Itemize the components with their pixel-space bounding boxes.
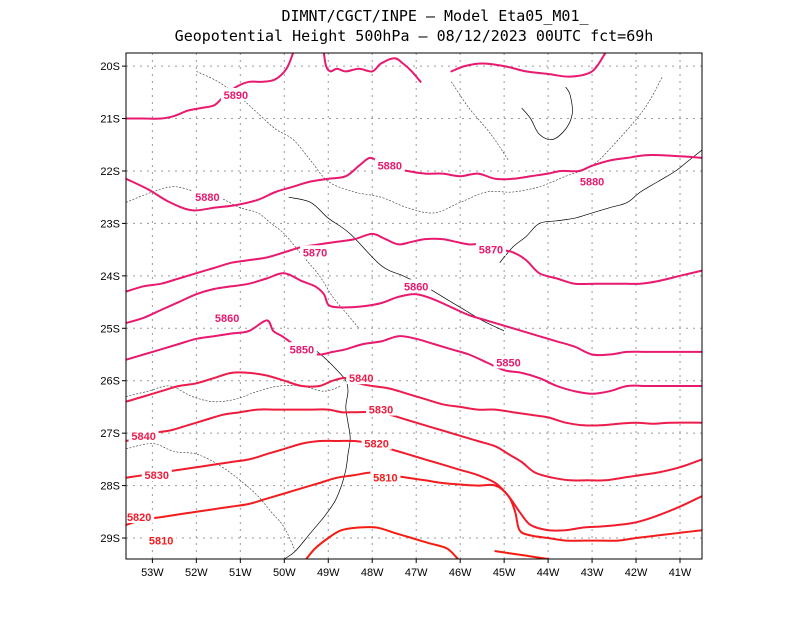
lon-label-52W: 52W bbox=[185, 567, 208, 579]
coastline-segment bbox=[284, 346, 351, 559]
contour-label-bg-5860 bbox=[212, 310, 243, 324]
contour-label-bg-5880 bbox=[192, 190, 223, 204]
contour-5840 bbox=[126, 371, 702, 427]
contour-label-5880: 5880 bbox=[378, 161, 402, 173]
lat-label-21S: 21S bbox=[100, 114, 120, 126]
lat-label-26S: 26S bbox=[100, 376, 120, 388]
contour-label-5820: 5820 bbox=[364, 439, 388, 451]
contour-label-bg-5880 bbox=[577, 174, 608, 188]
lat-label-22S: 22S bbox=[100, 166, 120, 178]
lon-label-48W: 48W bbox=[361, 567, 384, 579]
contour-label-bg-5840 bbox=[346, 371, 377, 385]
contour-5820 bbox=[126, 439, 702, 532]
grid-lines bbox=[126, 53, 702, 559]
contour-label-bg-5820 bbox=[124, 510, 155, 524]
contour-label-5830: 5830 bbox=[145, 470, 169, 482]
coastline-segment bbox=[521, 86, 573, 141]
contour-label-bg-5830 bbox=[366, 402, 397, 416]
lon-label-46W: 46W bbox=[449, 567, 472, 579]
contour-label-5810: 5810 bbox=[149, 536, 173, 548]
contour-label-5850: 5850 bbox=[496, 357, 520, 369]
lat-label-20S: 20S bbox=[100, 61, 120, 73]
contour-5890 bbox=[126, 53, 295, 120]
lon-label-53W: 53W bbox=[141, 567, 164, 579]
lat-label-28S: 28S bbox=[100, 481, 120, 493]
coastline-segment bbox=[499, 149, 702, 263]
contour-5880 bbox=[126, 153, 702, 212]
lon-label-43W: 43W bbox=[581, 567, 604, 579]
contour-label-bg-5870 bbox=[475, 242, 506, 256]
contour-label-5870: 5870 bbox=[303, 247, 327, 259]
contour-label-bg-5870 bbox=[300, 245, 331, 259]
lon-label-44W: 44W bbox=[537, 567, 560, 579]
lon-label-42W: 42W bbox=[625, 567, 648, 579]
contour-label-bg-5840 bbox=[128, 428, 159, 442]
contour-label-5840: 5840 bbox=[131, 431, 155, 443]
lat-label-27S: 27S bbox=[100, 428, 120, 440]
state-border-segment bbox=[451, 81, 509, 161]
lat-label-25S: 25S bbox=[100, 323, 120, 335]
lon-label-49W: 49W bbox=[317, 567, 340, 579]
contour-label-bg-5810 bbox=[370, 470, 401, 484]
contour-label-5820: 5820 bbox=[127, 512, 151, 524]
contour-5800 bbox=[305, 526, 459, 559]
plot-frame bbox=[125, 52, 703, 560]
contour-5870 bbox=[126, 232, 702, 293]
lat-label-23S: 23S bbox=[100, 218, 120, 230]
contour-label-layer: 5890 5880 5880 5880 5870 5870 5860 5860 5850 5850… bbox=[124, 87, 608, 548]
contour-label-bg-5850 bbox=[286, 342, 317, 356]
contour-label-5860: 5860 bbox=[215, 313, 239, 325]
contour-5810 bbox=[126, 471, 702, 542]
state-border-segment bbox=[126, 385, 342, 403]
coastline-segment bbox=[288, 196, 505, 332]
contour-label-bg-5880 bbox=[374, 158, 405, 172]
contour-label-bg-5820 bbox=[361, 436, 392, 450]
contour-label-bg-5810 bbox=[146, 533, 177, 547]
longitude-axis: 53W 52W 51W 50W 49W 48W 47W 46W 45W 44W 43W 42W 41W bbox=[141, 559, 692, 579]
coastline-layer bbox=[284, 86, 702, 559]
contour-5890 bbox=[450, 53, 607, 78]
contour-label-5850: 5850 bbox=[290, 344, 314, 356]
lat-label-29S: 29S bbox=[100, 533, 120, 545]
contour-label-5870: 5870 bbox=[479, 245, 503, 257]
contour-label-5810: 5810 bbox=[373, 473, 397, 485]
contour-label-5830: 5830 bbox=[369, 405, 393, 417]
contour-5830 bbox=[126, 408, 702, 482]
state-border-segment bbox=[196, 71, 663, 214]
contour-5890 bbox=[322, 53, 422, 83]
lon-label-47W: 47W bbox=[405, 567, 428, 579]
lon-label-50W: 50W bbox=[273, 567, 296, 579]
contour-label-5840: 5840 bbox=[349, 373, 373, 385]
state-border-segment bbox=[126, 186, 360, 329]
lon-label-51W: 51W bbox=[229, 567, 252, 579]
contour-5860 bbox=[126, 272, 702, 357]
lon-label-45W: 45W bbox=[493, 567, 516, 579]
contour-layer bbox=[126, 53, 702, 559]
title-line-2: Geopotential Height 500hPa – 08/12/2023 … bbox=[175, 27, 654, 45]
contour-label-bg-5830 bbox=[141, 468, 172, 482]
latitude-axis: 20S 21S 22S 23S 24S 25S 26S 27S 28S 29S bbox=[100, 61, 126, 545]
contour-label-bg-5890 bbox=[220, 87, 251, 101]
contour-5850 bbox=[126, 319, 702, 395]
contour-label-5880: 5880 bbox=[195, 192, 219, 204]
contour-label-5890: 5890 bbox=[224, 90, 248, 102]
lon-label-41W: 41W bbox=[669, 567, 692, 579]
contour-5800 bbox=[494, 550, 550, 559]
lat-label-24S: 24S bbox=[100, 271, 120, 283]
contour-label-5880: 5880 bbox=[580, 176, 604, 188]
contour-label-5860: 5860 bbox=[404, 281, 428, 293]
contour-label-bg-5860 bbox=[401, 279, 432, 293]
title-line-1: DIMNT/CGCT/INPE – Model Eta05_M01_ bbox=[281, 7, 589, 25]
contour-label-bg-5850 bbox=[493, 355, 524, 369]
state-border-segment bbox=[126, 443, 296, 552]
